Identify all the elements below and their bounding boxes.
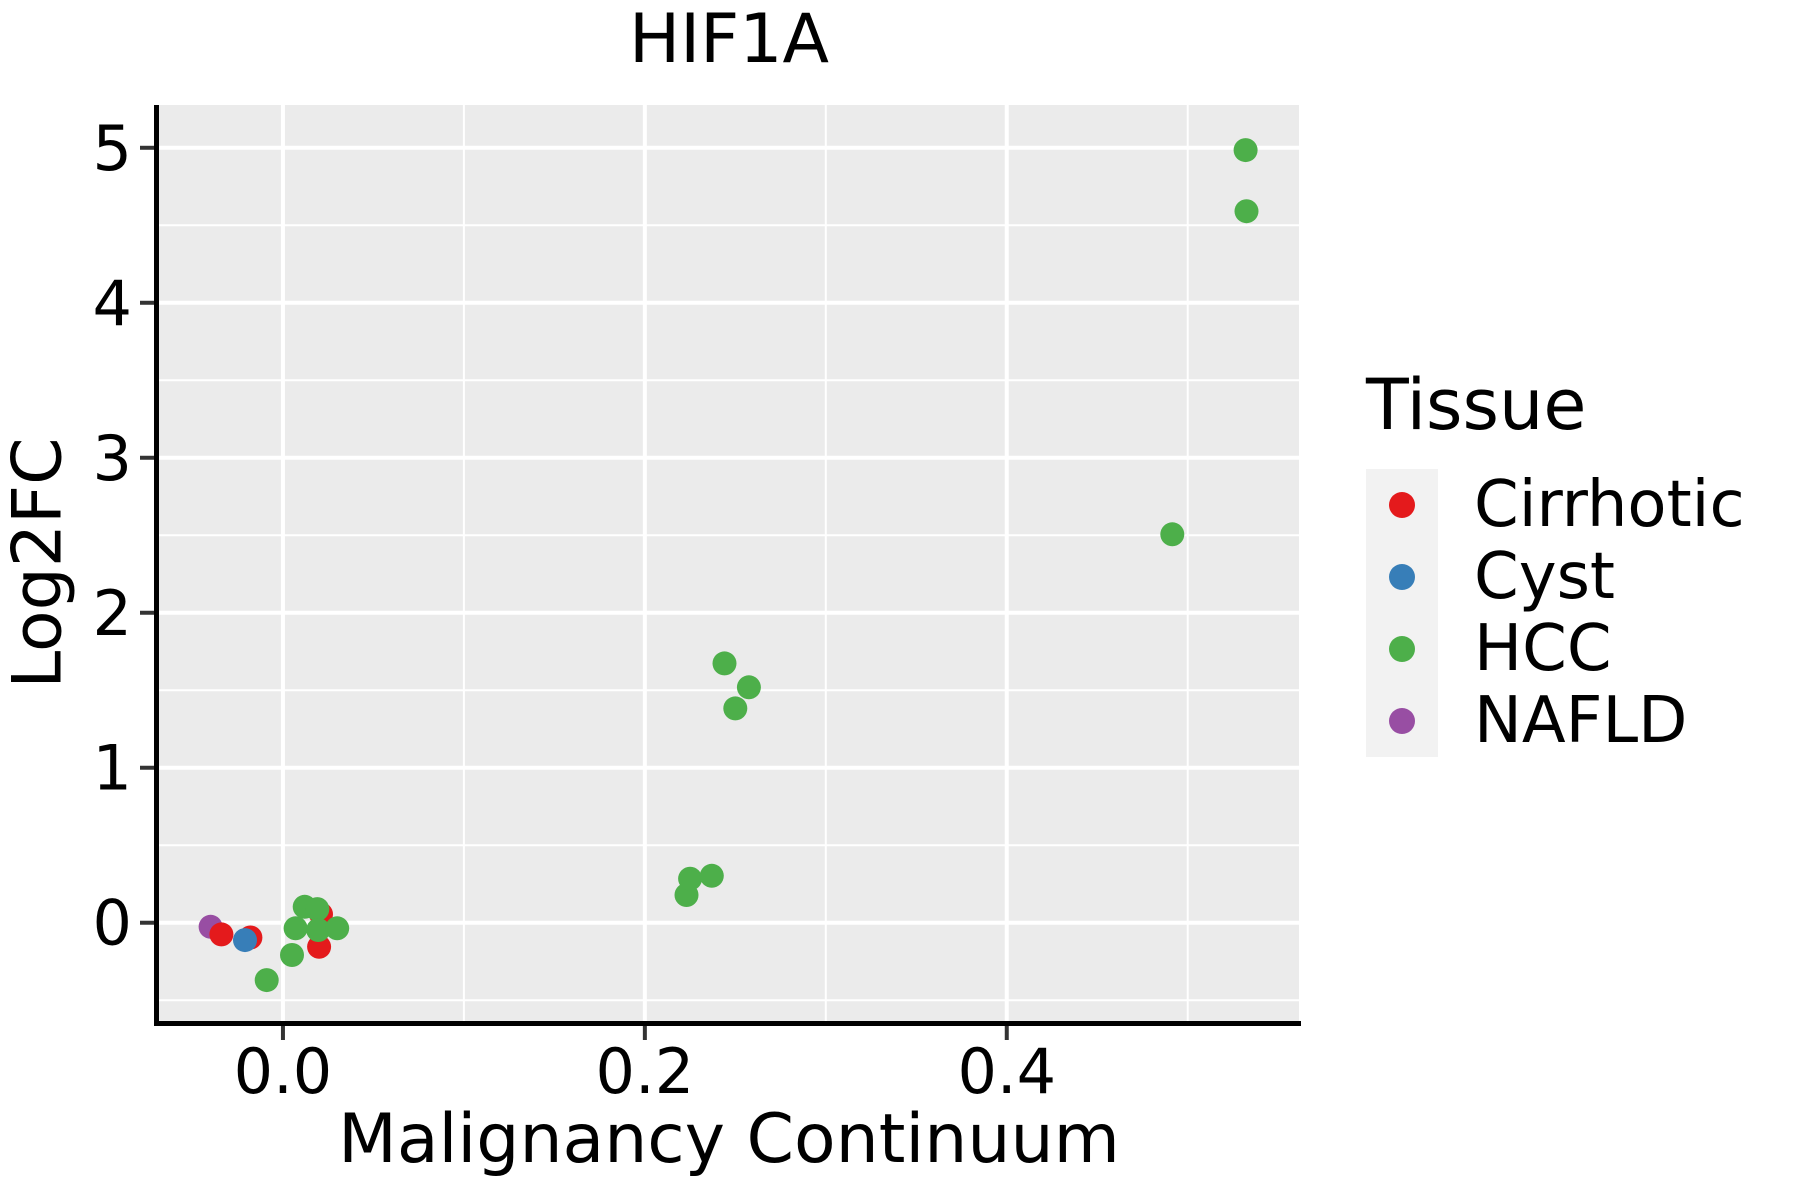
legend-key <box>1366 613 1438 685</box>
y-tick-label: 5 <box>93 112 132 185</box>
chart-title: HIF1A <box>628 0 830 79</box>
data-point-hcc <box>325 916 350 941</box>
legend-label: NAFLD <box>1474 684 1688 758</box>
y-tick-label: 1 <box>93 732 132 805</box>
legend: Tissue Cirrhotic Cyst HCC NAFLD <box>1366 370 1745 757</box>
x-axis-title: Malignancy Continuum <box>338 1100 1120 1179</box>
data-point-hcc <box>678 866 703 891</box>
legend-key <box>1366 469 1438 541</box>
data-point-hcc <box>699 863 724 888</box>
legend-item-hcc: HCC <box>1366 613 1745 685</box>
panel-background <box>159 105 1299 1021</box>
y-tick-label: 3 <box>93 422 132 495</box>
y-axis-title: Log2FC <box>0 437 78 689</box>
data-point-hcc <box>1160 522 1185 547</box>
data-point-cyst <box>233 928 257 953</box>
data-point-hcc <box>306 918 331 942</box>
legend-label: HCC <box>1474 612 1612 686</box>
data-point-cirrhotic <box>209 922 234 947</box>
y-tick-label: 2 <box>93 577 132 650</box>
nafld-swatch-icon <box>1389 708 1415 734</box>
data-point-hcc <box>280 943 304 967</box>
y-tick-label: 4 <box>93 267 132 340</box>
x-tick-label: 0.2 <box>596 1035 695 1108</box>
legend-item-nafld: NAFLD <box>1366 685 1745 757</box>
legend-item-cyst: Cyst <box>1366 541 1745 613</box>
legend-key <box>1366 685 1438 757</box>
data-point-hcc <box>1234 199 1259 224</box>
legend-key <box>1366 541 1438 613</box>
hcc-swatch-icon <box>1389 636 1415 662</box>
data-point-hcc <box>736 675 761 700</box>
data-point-hcc <box>712 651 737 676</box>
data-point-hcc <box>254 968 279 993</box>
data-point-hcc <box>723 696 748 721</box>
data-point-hcc <box>283 916 308 941</box>
x-tick-label: 0.0 <box>234 1035 333 1108</box>
y-tick-label: 0 <box>93 887 132 960</box>
data-point-hcc <box>1233 138 1258 163</box>
legend-item-cirrhotic: Cirrhotic <box>1366 469 1745 541</box>
legend-label: Cyst <box>1474 540 1615 614</box>
x-tick-label: 0.4 <box>957 1035 1056 1108</box>
cirrhotic-swatch-icon <box>1389 492 1415 518</box>
legend-title: Tissue <box>1366 364 1587 446</box>
legend-label: Cirrhotic <box>1474 468 1745 542</box>
cyst-swatch-icon <box>1389 564 1415 590</box>
data-point-hcc <box>305 897 330 922</box>
